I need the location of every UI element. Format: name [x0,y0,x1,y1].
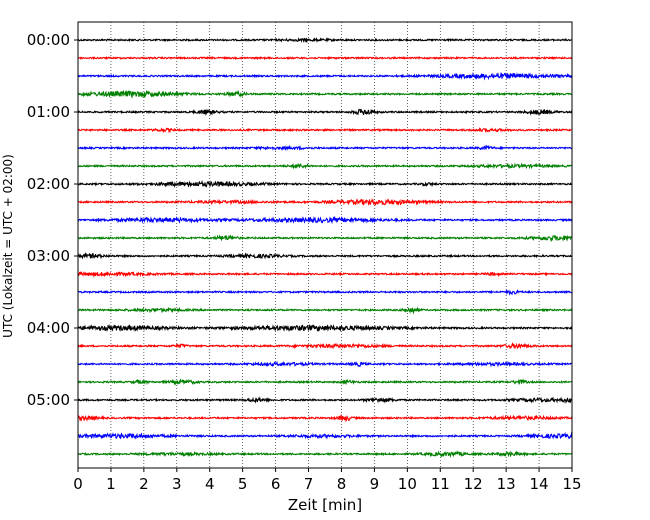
trace-line [77,252,573,260]
y-tick-label: 00:00 [27,31,70,49]
trace-line [77,413,573,423]
x-tick-label: 7 [304,475,314,493]
x-tick-label: 2 [139,475,149,493]
y-tick-label: 03:00 [27,247,70,265]
y-tick-label: 01:00 [27,103,70,121]
x-tick-label: 1 [106,475,116,493]
trace-line [77,306,573,315]
y-tick-label: 04:00 [27,319,70,337]
x-tick-label: 8 [337,475,347,493]
x-tick-label: 10 [398,475,417,493]
trace-line [77,431,573,440]
trace-line [77,215,573,225]
trace-line [77,144,573,152]
trace-line [77,126,573,134]
trace-line [77,37,573,44]
trace-line [77,271,573,278]
x-axis-label: Zeit [min] [288,496,362,514]
y-tick-label: 05:00 [27,391,70,409]
x-tick-label: 13 [497,475,516,493]
trace-line [77,234,573,243]
trace-line [77,108,573,117]
x-tick-label: 12 [464,475,483,493]
trace-line [77,179,573,189]
traces [77,37,573,459]
trace-line [77,396,573,404]
x-axis: 0 1 2 3 4 5 6 7 8 9 10 11 12 13 14 15 [73,468,582,493]
trace-line [77,55,573,61]
y-tick-label: 02:00 [27,175,70,193]
x-tick-label: 3 [172,475,182,493]
x-tick-label: 14 [530,475,549,493]
x-tick-label: 0 [73,475,83,493]
trace-line [77,378,573,386]
x-tick-label: 4 [205,475,215,493]
trace-line [77,342,573,350]
x-tick-label: 15 [562,475,581,493]
x-tick-label: 11 [431,475,450,493]
trace-line [77,162,573,170]
y-axis: 00:00 01:00 02:00 03:00 04:00 05:00 [27,31,78,409]
trace-line [77,198,573,207]
y-axis-label: UTC (Lokalzeit = UTC + 02:00) [1,154,15,338]
grid-lines [110,22,540,468]
x-tick-label: 9 [370,475,380,493]
trace-line [77,89,573,99]
trace-line [77,323,573,333]
plot-frame [77,21,573,469]
x-tick-label: 6 [271,475,281,493]
trace-line [77,360,573,368]
trace-line [77,289,573,296]
x-tick-label: 5 [238,475,248,493]
trace-line [77,450,573,459]
trace-line [77,71,573,81]
